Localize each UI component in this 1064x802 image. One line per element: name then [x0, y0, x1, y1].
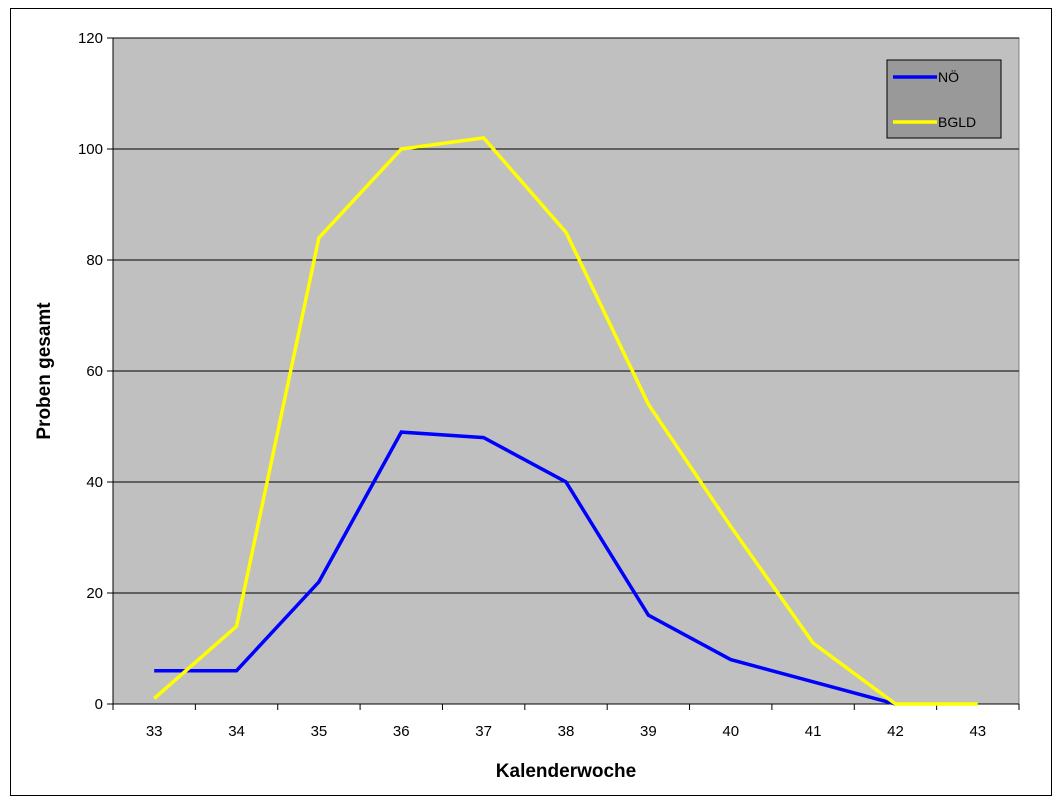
legend: NÖ BGLD [886, 59, 1002, 139]
series-lines [153, 136, 978, 706]
series-line-0 [154, 430, 896, 706]
x-tick-label: 38 [558, 723, 575, 740]
legend-label: BGLD [938, 114, 976, 130]
y-tick-label: 120 [78, 30, 103, 47]
x-tick-label: 36 [393, 723, 410, 740]
y-tick-label: 100 [78, 141, 103, 158]
y-tick-label: 80 [86, 252, 103, 269]
x-tick-label: 37 [475, 723, 492, 740]
legend-box [886, 59, 1002, 139]
series-line-1 [153, 136, 978, 706]
x-tick-label: 39 [640, 723, 657, 740]
y-tick-label: 40 [86, 474, 103, 491]
x-tick-label: 42 [887, 723, 904, 740]
x-tick-label: 34 [228, 723, 245, 740]
y-tick-labels: 0 20 40 60 80 100 120 [78, 30, 103, 713]
legend-label: NÖ [938, 68, 959, 85]
y-tick-label: 60 [86, 363, 103, 380]
x-tick-label: 41 [805, 723, 822, 740]
x-tick-label: 35 [311, 723, 328, 740]
y-tick-label: 0 [95, 696, 103, 713]
x-tick-label: 40 [722, 723, 739, 740]
y-tick-label: 20 [86, 585, 103, 602]
x-tick-labels: 33 34 35 36 37 38 39 40 41 42 43 [146, 723, 986, 740]
x-axis-title: Kalenderwoche [496, 761, 636, 782]
y-axis-title: Proben gesamt [34, 302, 55, 440]
x-tick-label: 43 [969, 723, 986, 740]
x-tick-label: 33 [146, 723, 163, 740]
axes [107, 37, 1020, 710]
